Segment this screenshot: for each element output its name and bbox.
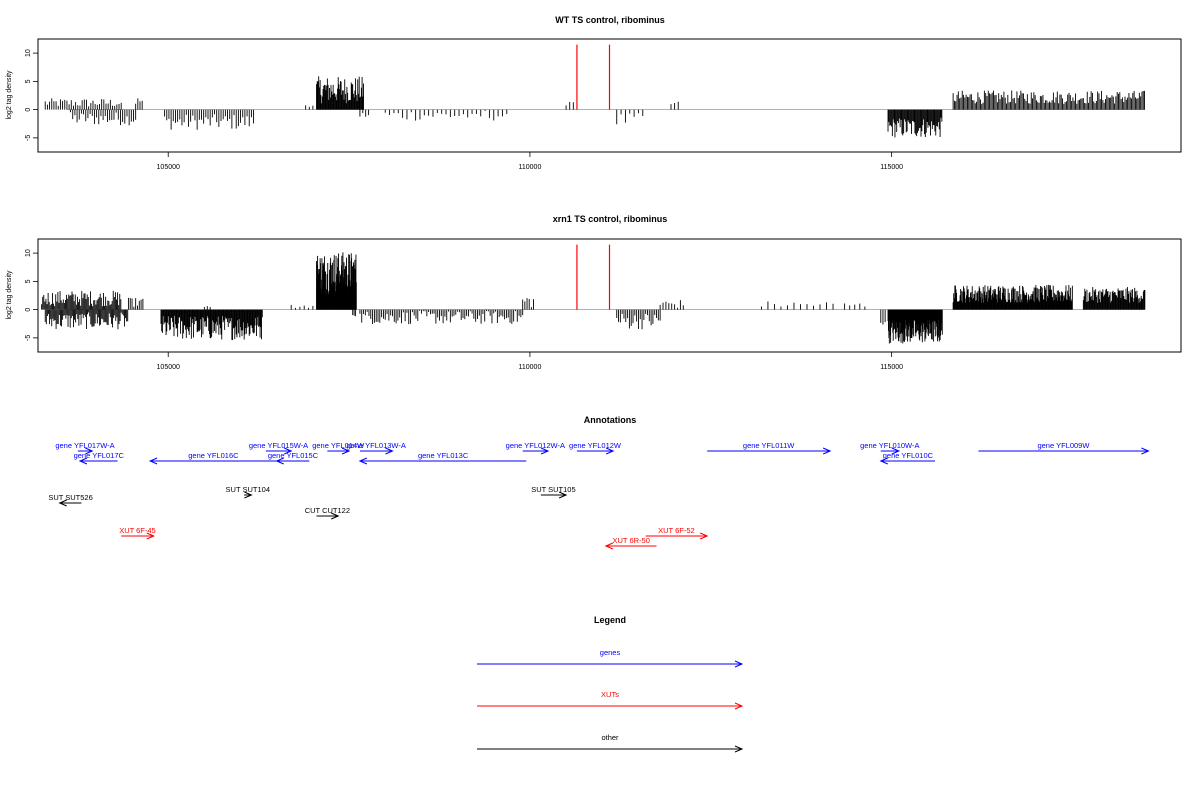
xrn1-plot-frame (37, 238, 1182, 353)
annotations-title: Annotations (584, 415, 637, 425)
gene-label: gene YFL017C (74, 451, 125, 460)
xrn1-track-panel: xrn1 TS control, ribominus log2 tag dens… (6, 214, 1182, 371)
xrn1-bars (41, 244, 1146, 344)
legend-item-arrowhead (734, 702, 744, 710)
wt-x-tick-label: 105000 (157, 164, 180, 171)
gene-label: gene YFL014W (312, 441, 365, 450)
gene-label: gene YFL010W-A (860, 441, 919, 450)
gene-arrowhead (891, 447, 901, 455)
gene-arrowhead (385, 447, 394, 455)
other-arrowhead (58, 499, 67, 507)
gene-arrowhead (1141, 447, 1150, 455)
legend-item-label: genes (600, 648, 621, 657)
other-label: SUT SUT105 (531, 485, 575, 494)
gene-label: gene YFL010C (883, 451, 934, 460)
xut-arrowhead (146, 532, 156, 540)
gene-arrowhead (822, 447, 832, 455)
xut-label: XUT 6R-50 (613, 536, 650, 545)
xrn1-y-tick-label: 10 (25, 249, 32, 257)
xrn1-y-tick-label: 0 (25, 308, 32, 312)
wt-y-tick-label: 5 (25, 79, 32, 83)
other-arrowhead (331, 512, 340, 520)
gene-arrowhead (148, 457, 158, 465)
xrn1-y-tick-label: -5 (25, 335, 32, 341)
gene-arrowhead (275, 457, 284, 465)
other-arrowhead (244, 491, 253, 499)
gene-arrowhead (78, 457, 88, 465)
xut-arrowhead (604, 542, 614, 550)
gene-arrowhead (605, 447, 615, 455)
gene-label: gene YFL012W (569, 441, 622, 450)
xrn1-x-tick-label: 105000 (157, 364, 180, 371)
xrn1-x-tick-label: 110000 (519, 364, 542, 371)
gene-arrowhead (358, 457, 368, 465)
wt-y-tick-label: -5 (25, 135, 32, 141)
xrn1-track-title: xrn1 TS control, ribominus (553, 214, 668, 224)
gene-arrowhead (85, 447, 94, 455)
wt-bars (44, 44, 1145, 138)
gene-label: gene YFL012W-A (506, 441, 565, 450)
legend-title: Legend (594, 615, 626, 625)
legend-item-arrowhead (734, 660, 744, 668)
legend-item-label: other (601, 733, 619, 742)
gene-arrowhead (283, 447, 293, 455)
xut-label: XUT 6F-52 (658, 526, 695, 535)
wt-x-tick-label: 110000 (519, 164, 542, 171)
wt-axes: 105000 110000 115000 -5 0 5 10 (25, 49, 903, 171)
gene-arrowhead (341, 447, 351, 455)
xrn1-axes: 105000 110000 115000 -5 0 5 10 (25, 249, 903, 371)
gene-label: gene YFL013W-A (347, 441, 406, 450)
gene-label: gene YFL017W-A (55, 441, 114, 450)
gene-label: gene YFL015C (268, 451, 319, 460)
gene-label: gene YFL016C (188, 451, 239, 460)
other-arrowhead (558, 491, 568, 499)
wt-plot-frame (37, 38, 1182, 153)
wt-y-tick-label: 10 (25, 49, 32, 57)
gene-arrowhead (540, 447, 550, 455)
wt-x-tick-label: 115000 (880, 164, 903, 171)
legend-item-label: XUTs (601, 690, 619, 699)
wt-y-axis-label: log2 tag density (6, 70, 13, 120)
wt-track-panel: WT TS control, ribominus log2 tag densit… (6, 15, 1182, 171)
xut-label: XUT 6F-45 (119, 526, 156, 535)
legend-items: genes XUTs other (477, 648, 744, 753)
gene-label: gene YFL011W (743, 441, 795, 450)
xrn1-y-tick-label: 5 (25, 279, 32, 283)
wt-track-title: WT TS control, ribominus (555, 15, 665, 25)
other-label: SUT SUT104 (226, 485, 270, 494)
xut-arrowhead (699, 532, 709, 540)
other-label: SUT SUT526 (48, 493, 92, 502)
legend-panel: Legend genes XUTs other (477, 615, 744, 753)
gene-label: gene YFL013C (418, 451, 469, 460)
xrn1-y-axis-label: log2 tag density (6, 270, 13, 320)
gene-label: gene YFL009W (1037, 441, 1090, 450)
other-label: CUT CUT122 (305, 506, 350, 515)
wt-y-tick-label: 0 (25, 108, 32, 112)
gene-arrowhead (879, 457, 888, 465)
xrn1-x-tick-label: 115000 (880, 364, 903, 371)
gene-label: gene YFL015W-A (249, 441, 308, 450)
legend-item-arrowhead (734, 745, 744, 753)
